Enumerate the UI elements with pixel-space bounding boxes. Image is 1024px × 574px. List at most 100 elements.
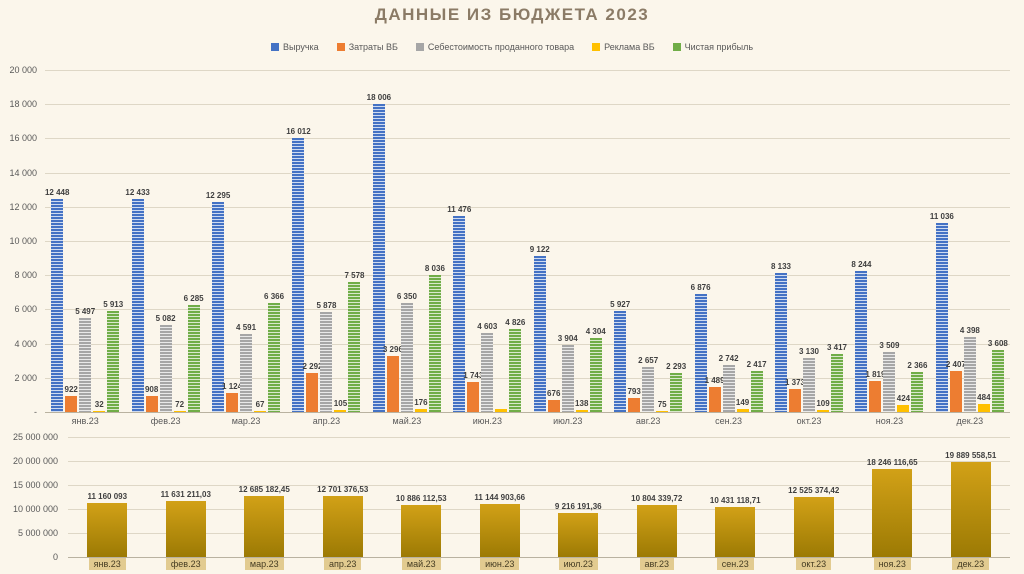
bar-cogs: 5 082 [156, 314, 176, 412]
y-tick-label: - [34, 407, 37, 417]
bar-value-label: 2 293 [666, 361, 687, 371]
bar-value-label: 138 [575, 398, 589, 408]
bar-net-profit: 2 293 [666, 362, 686, 412]
gridline [45, 70, 1010, 71]
bar-revenue: 16 012 [286, 127, 311, 412]
bar-group: 12 433 908 5 082 72 6 285 [125, 70, 205, 412]
bar-value-label: 6 350 [396, 292, 417, 302]
bar-value-label: 149 [735, 398, 750, 408]
x-axis-label-text: ноя.23 [875, 416, 904, 426]
bar-value-label: 2 366 [907, 360, 928, 370]
y-tick-label: 18 000 [9, 99, 37, 110]
bar-cogs: 4 591 [236, 323, 256, 412]
y-tick-label: 10 000 000 [12, 504, 58, 514]
bar-value-label: 4 591 [236, 322, 257, 332]
gridline [45, 104, 1010, 106]
bar-group: 10 804 339,72 [618, 437, 697, 557]
bar-value-label: 16 012 [286, 127, 311, 137]
bar-wb-ads: 138 [575, 399, 588, 412]
bar-value-label: 18 006 [366, 93, 392, 103]
bar-value-label: 9 122 [529, 245, 550, 255]
bar-value-label: 72 [175, 399, 185, 409]
x-axis-label-text: июл.23 [553, 416, 583, 426]
bar-wb-costs: 1 489 [705, 376, 725, 412]
bar-value-label: 6 285 [183, 293, 204, 303]
legend: Выручка Затраты ВБ Себестоимость проданног… [0, 42, 1024, 52]
bar-value-label: 793 [627, 387, 641, 397]
bar-net-profit: 2 366 [907, 361, 927, 412]
bar-value-label: 75 [657, 399, 667, 409]
bar-wb-costs: 3 296 [383, 345, 403, 412]
bar-revenue: 11 476 [447, 205, 471, 412]
bar-wb-costs: 1 743 [463, 371, 483, 412]
bar-cogs: 2 742 [719, 354, 739, 412]
legend-item: Себестоимость проданного товара [415, 42, 575, 52]
x-axis-label: мар.23 [225, 558, 304, 570]
x-axis-label: дек.23 [932, 558, 1011, 570]
bar-value-label: 2 742 [718, 354, 739, 364]
legend-label: Выручка [282, 42, 319, 52]
x-axis-label-text: авг.23 [635, 416, 661, 426]
bar-group: 11 144 903,66 [461, 437, 540, 557]
bar-value-label: 484 [977, 392, 991, 402]
bar-cogs: 4 603 [477, 322, 497, 412]
bar-wb-ads: 484 [977, 393, 991, 412]
bar-value-label: 12 525 374,42 [788, 485, 840, 495]
bar-revenue: 12 295 [206, 191, 230, 412]
bar-wb-costs: 1 373 [785, 378, 805, 412]
y-tick-label: 12 000 [9, 201, 37, 212]
bar-value-label: 176 [414, 398, 428, 407]
x-axis-label: июн.23 [461, 558, 540, 570]
bar-cogs: 3 509 [879, 341, 899, 412]
y-tick-label: 14 000 [9, 167, 37, 178]
gridline [45, 206, 1010, 208]
bar-value-label: 6 876 [690, 283, 711, 293]
legend-label: Себестоимость проданного товара [427, 42, 575, 52]
bar-value-label: 10 804 339,72 [631, 494, 683, 504]
legend-label: Реклама ВБ [604, 42, 655, 52]
bar-wb-costs: 922 [65, 385, 78, 412]
x-axis-label-text: янв.23 [88, 558, 126, 570]
bar-monthly-total: 11 144 903,66 [474, 493, 525, 557]
y-tick-label: 2 000 [14, 372, 37, 383]
top-chart-y-axis: 20 000 18 000 16 000 14 000 12 000 10 000 8 00… [0, 65, 41, 417]
bottom-chart-x-axis: янв.23 фев.23 мар.23 апр.23 май.23 июн.23 июл.… [68, 558, 1011, 570]
bar-value-label: 3 608 [987, 339, 1008, 349]
x-axis-label: фев.23 [125, 416, 205, 426]
bar-net-profit: 6 366 [264, 292, 284, 412]
y-tick-label: 5 000 000 [17, 528, 58, 538]
legend-swatch [336, 43, 345, 51]
y-tick-label: 16 000 [9, 133, 37, 144]
bar-net-profit: 8 036 [425, 264, 445, 412]
bar-value-label: 2 407 [945, 359, 966, 369]
bar-wb-ads: 72 [173, 400, 186, 412]
bar-cogs: 2 657 [638, 356, 658, 412]
bar-group: 6 876 1 489 2 742 149 2 417 [688, 70, 768, 412]
bar-value-label: 10 431 118,71 [709, 495, 761, 505]
x-axis-label: сен.23 [696, 558, 775, 570]
bar-monthly-total: 18 246 116,65 [867, 458, 918, 557]
bar-value-label: 11 036 [929, 212, 954, 222]
bar-wb-costs: 908 [145, 385, 158, 412]
bar-value-label: 1 819 [865, 369, 886, 379]
gridline [68, 485, 1010, 486]
bar-value-label: 3 130 [798, 347, 820, 357]
top-chart-x-axis: янв.23 фев.23 мар.23 апр.23 май.23 июн.23 июл.… [45, 416, 1010, 426]
bar-group: 8 244 1 819 3 509 424 2 366 [849, 70, 929, 412]
bar-group: 18 246 116,65 [853, 437, 932, 557]
y-tick-label: 25 000 000 [12, 432, 58, 442]
bar-value-label: 4 398 [959, 325, 980, 335]
bar-value-label: 3 417 [826, 342, 848, 352]
legend-item: Выручка [270, 42, 319, 52]
x-axis-label-text: мар.23 [244, 558, 284, 570]
bar-wb-ads: 109 [816, 399, 830, 412]
bar-net-profit: 4 304 [586, 327, 606, 412]
y-tick-label: 15 000 000 [12, 480, 58, 490]
gridline [45, 138, 1010, 140]
x-axis-label: мар.23 [206, 416, 286, 426]
bar-value-label: 3 296 [382, 344, 403, 354]
bar-group: 18 006 3 296 6 350 176 8 036 [367, 70, 447, 412]
bar-wb-ads: 105 [334, 399, 347, 412]
x-axis-label-text: фев.23 [165, 558, 206, 570]
bar-wb-ads: 75 [656, 400, 669, 412]
